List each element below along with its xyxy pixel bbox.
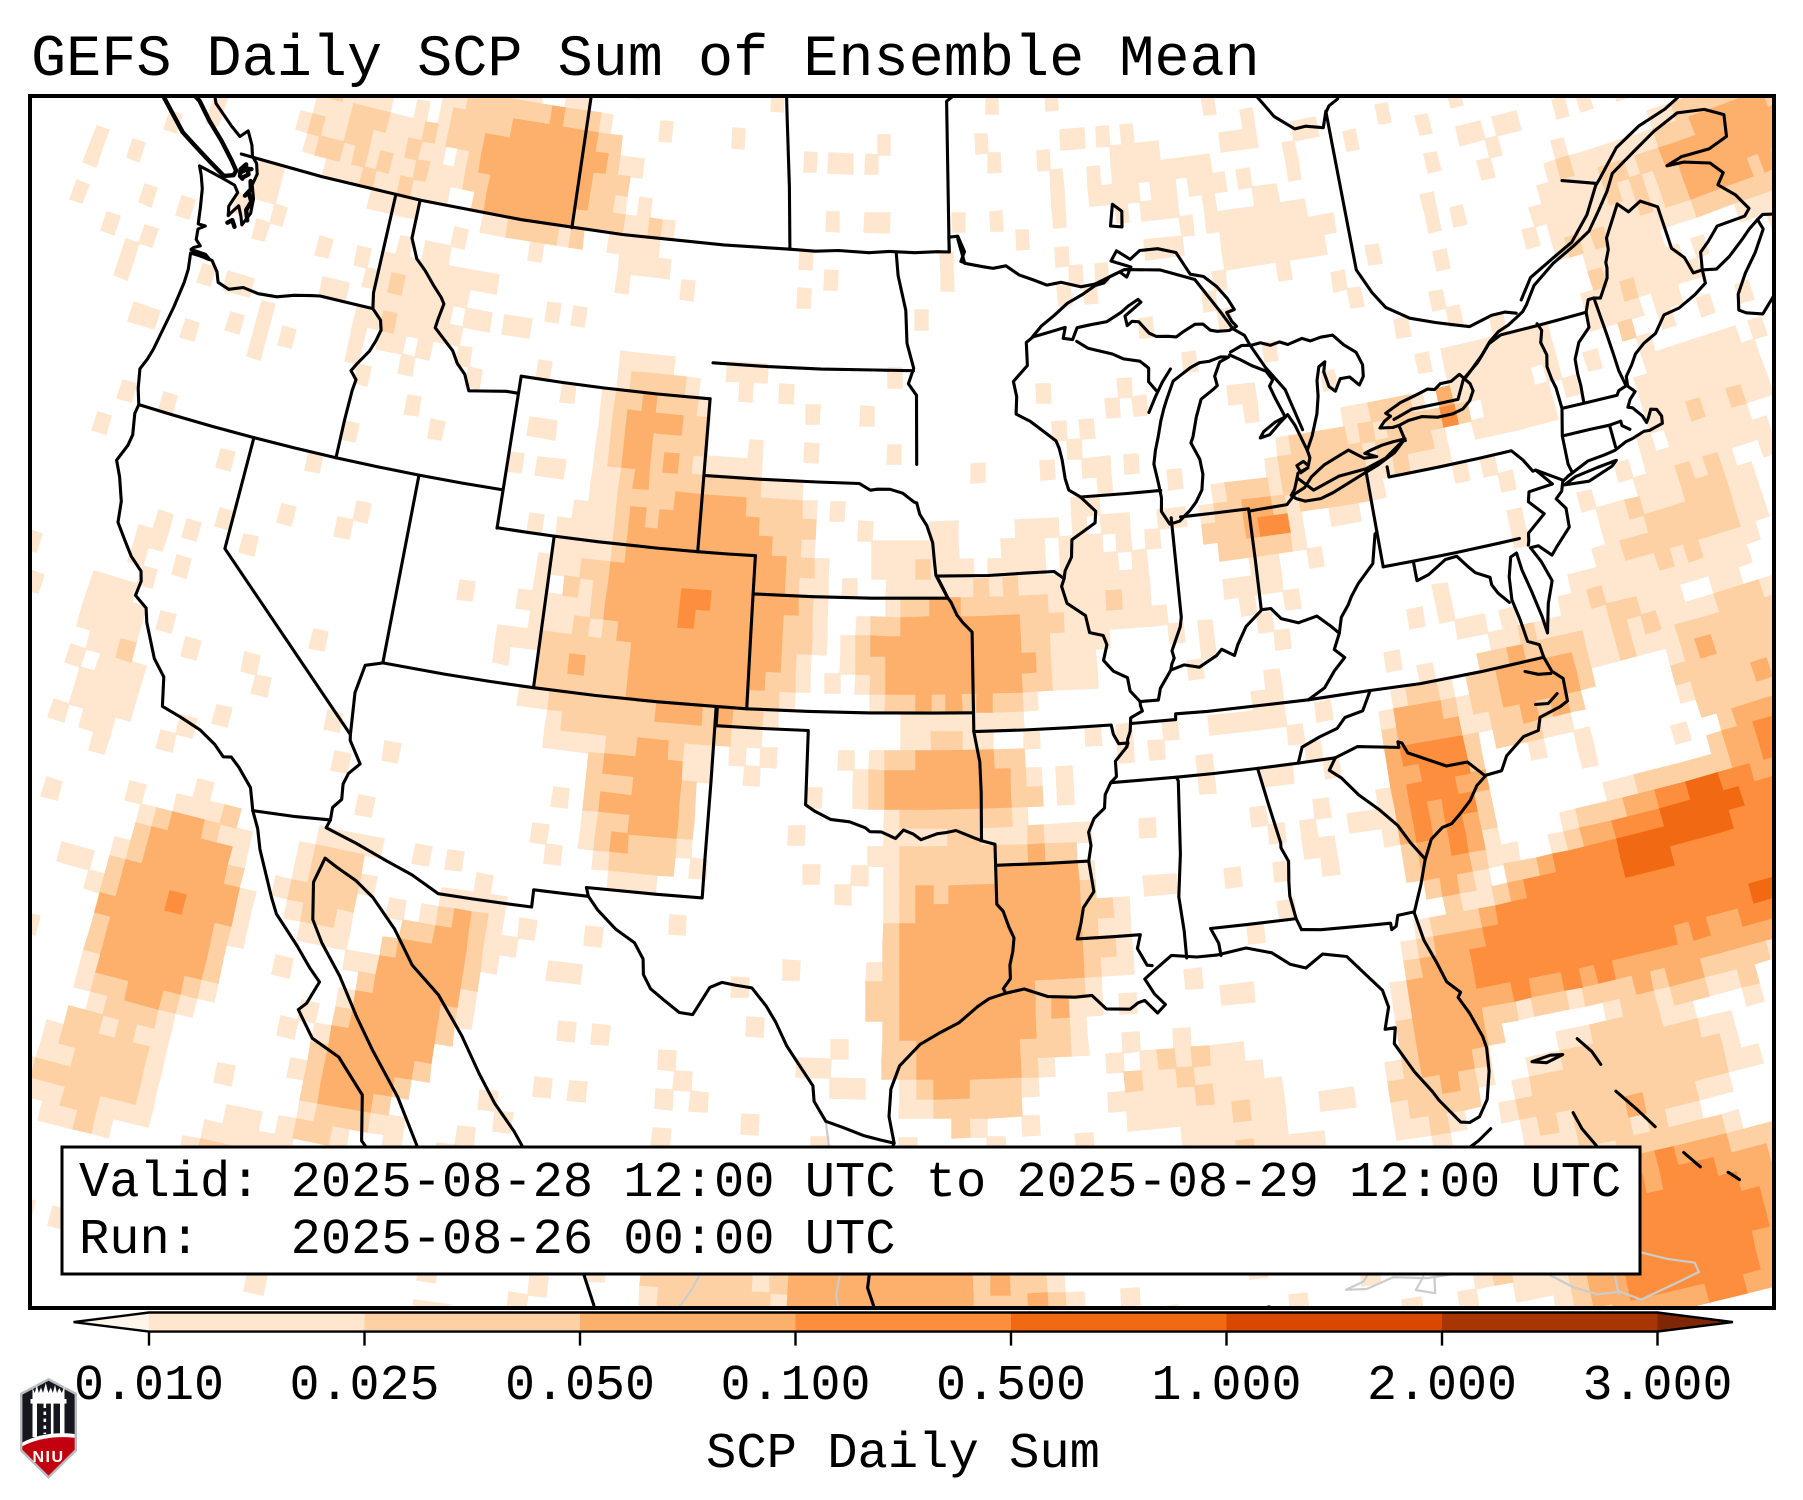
svg-text:0.050: 0.050 xyxy=(505,1358,655,1415)
svg-text:2.000: 2.000 xyxy=(1367,1358,1517,1415)
svg-text:1.000: 1.000 xyxy=(1151,1358,1301,1415)
svg-text:Valid: 2025-08-28 12:00 UTC to: Valid: 2025-08-28 12:00 UTC to 2025-08-2… xyxy=(79,1155,1621,1212)
svg-text:0.100: 0.100 xyxy=(720,1358,870,1415)
svg-text:0.010: 0.010 xyxy=(74,1358,224,1415)
svg-text:NIU: NIU xyxy=(32,1449,64,1466)
svg-text:0.500: 0.500 xyxy=(936,1358,1086,1415)
svg-text:SCP Daily Sum: SCP Daily Sum xyxy=(706,1426,1100,1483)
svg-text:0.025: 0.025 xyxy=(289,1358,439,1415)
svg-text:GEFS Daily SCP Sum of Ensemble: GEFS Daily SCP Sum of Ensemble Mean xyxy=(31,26,1260,93)
svg-text:3.000: 3.000 xyxy=(1582,1358,1732,1415)
svg-text:Run: 2025-08-26 00:00 UTC: Run: 2025-08-26 00:00 UTC xyxy=(79,1212,895,1269)
